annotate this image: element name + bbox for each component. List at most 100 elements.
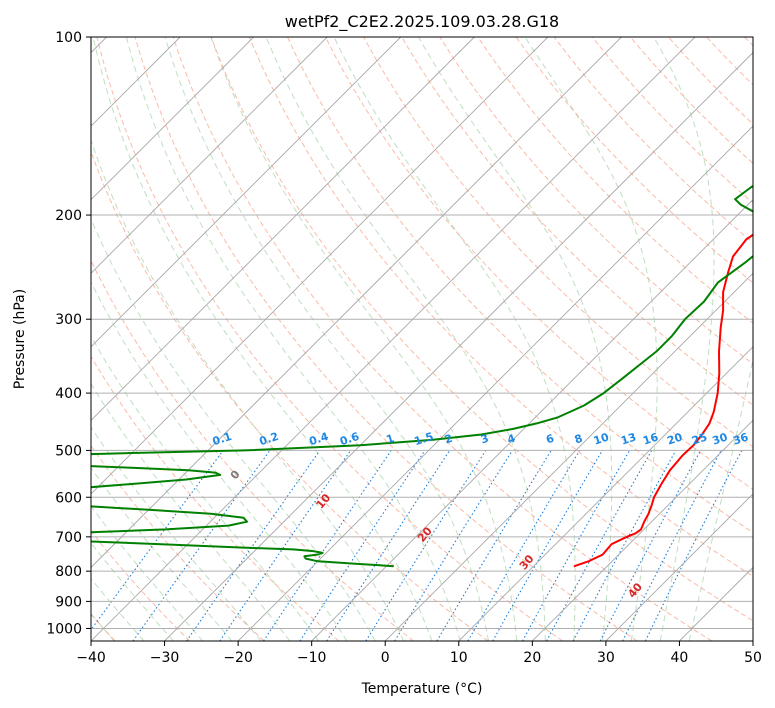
moist-adiabat xyxy=(333,37,576,641)
isotherm-gridline xyxy=(91,37,696,641)
plot-background xyxy=(91,37,753,641)
dry-adiabat xyxy=(248,37,753,577)
x-tick-label: 10 xyxy=(450,650,468,666)
moist-adiabat xyxy=(688,357,753,641)
y-tick-label: 800 xyxy=(55,564,82,580)
mixing-ratio-label: 0.4 xyxy=(308,430,331,448)
mixing-ratio-line xyxy=(394,450,513,641)
dry-adiabat xyxy=(91,530,191,641)
x-tick-label: 20 xyxy=(523,650,541,666)
dry-adiabat xyxy=(91,259,414,641)
mixing-ratio-line xyxy=(467,450,581,641)
mixing-ratio-label: 36 xyxy=(731,430,750,447)
mixing-ratio-label: 30 xyxy=(711,430,730,447)
dry-adiabat xyxy=(172,37,713,641)
dry-adiabat xyxy=(96,37,563,641)
mixing-ratio-line xyxy=(522,450,631,641)
grid xyxy=(91,37,753,641)
x-tick-label: −40 xyxy=(76,650,106,666)
y-tick-label: 600 xyxy=(55,490,82,506)
profile-line xyxy=(91,184,753,568)
y-tick-label: 400 xyxy=(55,386,82,402)
dry-adiabat xyxy=(210,37,753,622)
mixing-ratio-line xyxy=(91,450,224,631)
mixing-ratio-line xyxy=(436,450,552,641)
mixing-ratio-label: 0.6 xyxy=(338,430,361,448)
isotherm-gridline xyxy=(384,272,753,641)
dry-adiabat xyxy=(591,37,753,204)
mixing-ratio-label: 1 xyxy=(384,432,395,447)
moist-adiabats xyxy=(91,37,753,641)
mixing-ratio-label: 25 xyxy=(690,431,709,448)
dry-adiabat xyxy=(325,37,753,490)
moist-adiabat xyxy=(91,577,145,641)
mixing-ratio-label: 6 xyxy=(544,432,556,447)
moist-adiabat xyxy=(91,382,291,641)
isotherm-gridline xyxy=(458,346,753,641)
mixing-ratio-label: 8 xyxy=(573,432,584,447)
isotherm-gridline xyxy=(311,199,753,641)
y-tick-label: 200 xyxy=(55,208,82,224)
mixing-ratio-label: 2 xyxy=(443,432,454,447)
mixing-ratio-label: 3 xyxy=(479,432,490,447)
x-tick-label: 40 xyxy=(671,650,689,666)
y-axis-title: Pressure (hPa) xyxy=(12,289,28,389)
x-axis-title: Temperature (°C) xyxy=(361,681,483,697)
moist-adiabat xyxy=(653,37,715,641)
isotherm-gridline xyxy=(91,37,328,274)
profile-series xyxy=(91,184,753,568)
isotherm-gridline xyxy=(237,125,753,641)
dry-adiabat xyxy=(91,150,489,641)
moist-adiabat xyxy=(91,426,262,641)
dry-adiabat xyxy=(286,37,753,534)
isotherm-gridline xyxy=(91,37,622,569)
isotherm-gridline xyxy=(91,37,254,201)
mixing-ratio-line xyxy=(572,450,677,641)
moist-adiabat xyxy=(164,37,489,641)
plot-frame xyxy=(90,36,754,642)
moist-adiabat xyxy=(125,37,461,641)
isopleth-labels: -100-90-80-70-60-50-40-100102030400.10.2… xyxy=(0,0,750,600)
y-tick-label: 900 xyxy=(55,594,82,610)
x-tick-label: −10 xyxy=(297,650,327,666)
chart-title: wetPf2_C2E2.2025.109.03.28.G18 xyxy=(285,12,559,32)
moist-adiabat xyxy=(91,138,405,641)
isotherm-gridline xyxy=(91,37,549,495)
mixing-ratio-label: 16 xyxy=(641,430,660,447)
axis-ticks: −40 −30 −20 −10 0 10 20 30 40 5010020030040050060… xyxy=(46,30,762,666)
moist-adiabat xyxy=(92,37,433,641)
y-tick-label: 100 xyxy=(55,30,82,46)
isotherm-gridline xyxy=(91,37,475,421)
x-tick-label: 30 xyxy=(597,650,615,666)
moist-adiabat xyxy=(417,37,613,641)
x-tick-label: 0 xyxy=(381,650,390,666)
mixing-ratio-label: 13 xyxy=(619,431,638,448)
dry-adiabat xyxy=(477,37,753,324)
mixing-ratio-label: 0.1 xyxy=(211,430,234,448)
moist-adiabat xyxy=(91,505,204,641)
mixing-ratio-label: 4 xyxy=(506,432,518,447)
moist-adiabat xyxy=(91,217,376,641)
mixing-ratio-line xyxy=(365,450,487,641)
dry-adiabat xyxy=(401,37,753,406)
moist-adiabat xyxy=(210,37,518,641)
y-tick-label: 300 xyxy=(55,312,82,328)
mixing-ratio-line xyxy=(219,450,352,641)
dry-adiabat xyxy=(134,37,638,641)
profile-line xyxy=(573,233,753,568)
dry-adiabat xyxy=(91,355,340,641)
y-tick-label: 500 xyxy=(55,443,82,459)
moist-adiabat xyxy=(265,37,546,641)
y-tick-label: 1000 xyxy=(46,621,82,637)
dry-adiabat xyxy=(515,37,753,284)
mixing-ratio-label: 20 xyxy=(666,430,685,447)
isotherm-gridline xyxy=(532,419,753,641)
x-tick-label: −20 xyxy=(223,650,253,666)
mixing-ratio-line xyxy=(326,450,451,641)
moist-adiabat xyxy=(91,542,174,641)
moist-adiabat xyxy=(91,281,348,641)
isotherm-gridline xyxy=(91,37,402,348)
dry-adiabat-label: -10 xyxy=(0,0,10,3)
y-tick-label: 700 xyxy=(55,530,82,546)
